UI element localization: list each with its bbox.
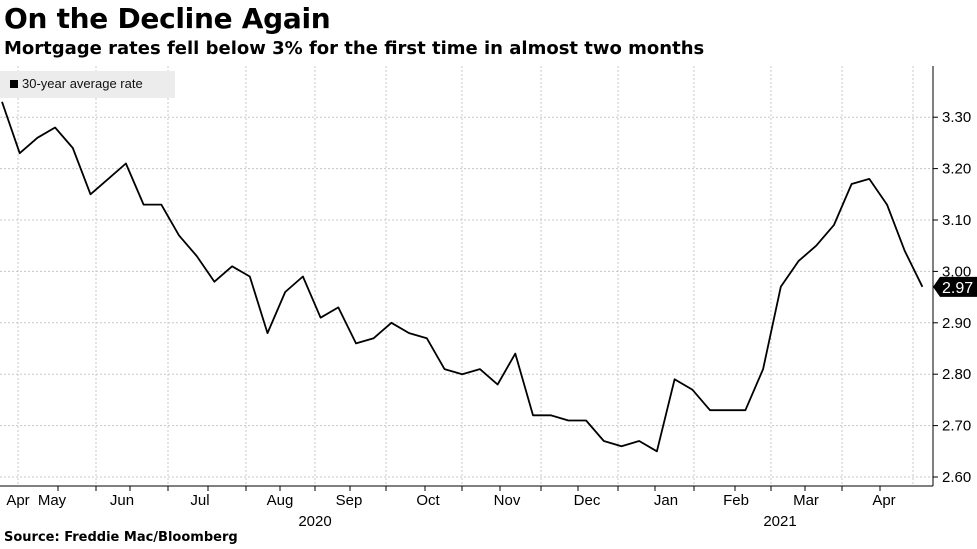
y-tick-label: 3.00 <box>942 263 971 280</box>
chart-subtitle: Mortgage rates fell below 3% for the fir… <box>4 38 705 59</box>
chart-title: On the Decline Again <box>4 2 331 35</box>
x-year-label: 2021 <box>763 513 796 530</box>
x-tick-label: Jul <box>190 492 209 509</box>
y-tick-label: 2.70 <box>942 418 971 435</box>
x-tick-label: Dec <box>574 492 601 509</box>
y-tick-label: 3.30 <box>942 109 971 126</box>
last-value-callout <box>933 276 977 297</box>
x-tick-label: Apr <box>6 492 29 509</box>
y-tick-label: 3.10 <box>942 212 971 229</box>
x-tick-label: Mar <box>793 492 819 509</box>
x-tick-label: Nov <box>494 492 521 509</box>
x-tick-label: Apr <box>872 492 895 509</box>
source-note: Source: Freddie Mac/Bloomberg <box>4 530 238 545</box>
last-value-label: 2.97 <box>942 280 973 297</box>
x-tick-label: Aug <box>267 492 294 509</box>
x-tick-label: Oct <box>416 492 440 509</box>
y-tick-label: 2.90 <box>942 315 971 332</box>
legend: 30-year average rate <box>0 71 175 98</box>
legend-label: 30-year average rate <box>22 76 143 91</box>
legend-swatch <box>10 80 18 88</box>
x-year-label: 2020 <box>298 513 331 530</box>
y-tick-label: 2.60 <box>942 469 971 486</box>
x-tick-label: Sep <box>336 492 363 509</box>
x-tick-label: Jun <box>110 492 134 509</box>
x-tick-label: Jan <box>654 492 678 509</box>
y-tick-label: 3.20 <box>942 161 971 178</box>
y-tick-label: 2.80 <box>942 366 971 383</box>
x-tick-label: Feb <box>723 492 749 509</box>
x-tick-label: May <box>38 492 67 509</box>
